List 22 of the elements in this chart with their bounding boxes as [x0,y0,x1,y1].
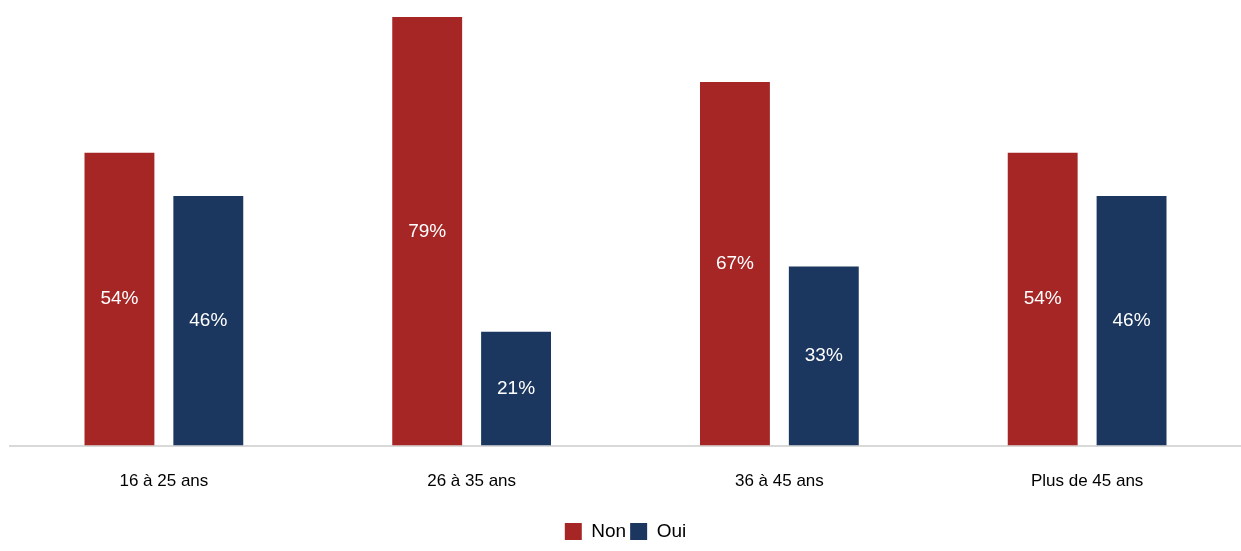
x-tick-label: 16 à 25 ans [119,471,209,491]
x-tick-label: 26 à 35 ans [427,471,517,491]
bar [84,152,155,446]
bar [1007,152,1078,446]
bar [700,82,770,446]
legend-label: Oui [656,519,687,541]
data-label: 54% [1023,287,1062,309]
data-label: 46% [1112,309,1151,331]
data-label: 33% [804,344,843,366]
bar [392,17,463,446]
bar [173,196,244,446]
legend-label: Non [591,519,627,541]
bar [788,266,859,446]
data-label: 21% [497,376,536,398]
bar [481,331,551,446]
data-label: 79% [408,219,447,241]
x-tick-label: 36 à 45 ans [734,471,824,491]
data-label: 54% [100,287,139,309]
bar [1096,196,1167,446]
data-label: 46% [189,309,228,331]
x-tick-label: Plus de 45 ans [1030,471,1144,491]
data-label: 67% [715,252,755,274]
